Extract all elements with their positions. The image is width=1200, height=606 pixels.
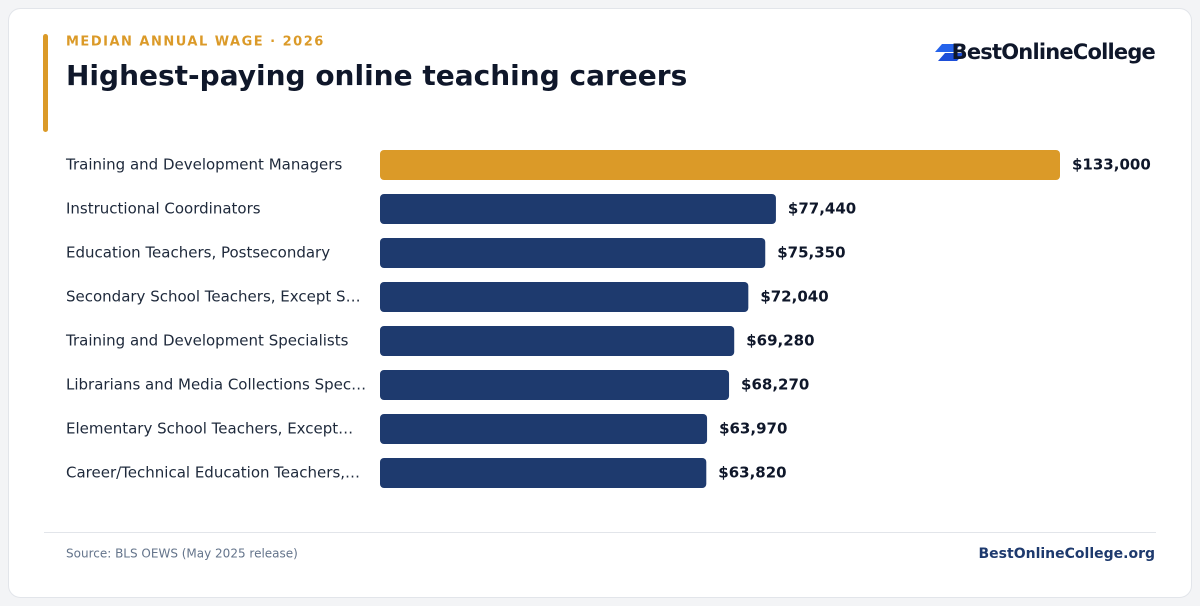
chart-title: Highest-paying online teaching careers: [66, 59, 687, 92]
source-note: Source: BLS OEWS (May 2025 release): [66, 547, 298, 561]
category-label: Secondary School Teachers, Except S…: [66, 288, 361, 306]
category-label: Education Teachers, Postsecondary: [66, 244, 330, 262]
category-label: Training and Development Managers: [65, 156, 342, 174]
category-label: Librarians and Media Collections Spec…: [66, 376, 366, 394]
brand-logo: BestOnlineCollege: [952, 40, 1156, 64]
bar: [380, 458, 707, 488]
category-label: Elementary School Teachers, Except…: [66, 420, 353, 438]
logo-icon: [935, 44, 964, 61]
value-label: $63,970: [719, 420, 787, 438]
accent-bar: [43, 34, 48, 132]
bar: [380, 370, 730, 400]
bar: [380, 238, 766, 268]
footer-brand: BestOnlineCollege.org: [979, 546, 1155, 562]
value-label: $77,440: [788, 200, 856, 218]
value-label: $133,000: [1072, 156, 1151, 174]
category-label: Career/Technical Education Teachers,…: [66, 464, 360, 482]
bar: [380, 194, 776, 224]
bar: [380, 326, 735, 356]
value-label: $69,280: [746, 332, 814, 350]
value-label: $63,820: [718, 464, 786, 482]
eyebrow: MEDIAN ANNUAL WAGE · 2026: [66, 35, 325, 50]
category-label: Instructional Coordinators: [66, 200, 261, 218]
value-label: $75,350: [777, 244, 845, 262]
bar: [380, 282, 749, 312]
bar: [380, 150, 1060, 180]
value-label: $68,270: [741, 376, 809, 394]
value-label: $72,040: [760, 288, 828, 306]
category-label: Training and Development Specialists: [65, 332, 349, 350]
bar: [380, 414, 708, 444]
